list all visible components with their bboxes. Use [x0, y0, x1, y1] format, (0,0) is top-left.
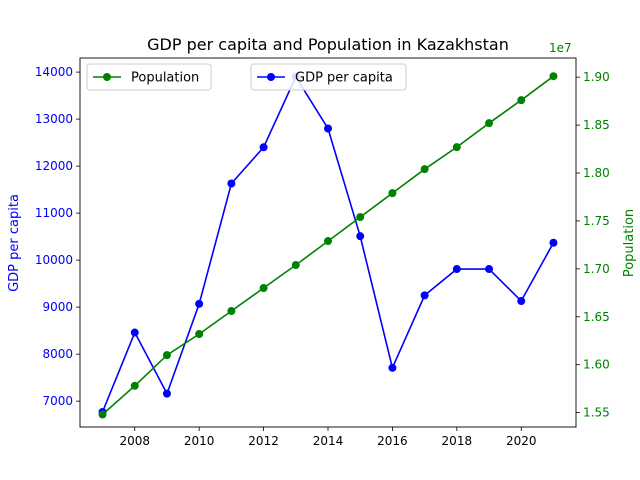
- legend-label-population: Population: [131, 71, 199, 86]
- gdp-per-capita-point: [195, 299, 204, 308]
- chart-title: GDP per capita and Population in Kazakhs…: [147, 35, 509, 54]
- left-tick-label: 14000: [35, 65, 73, 79]
- x-tick-label: 2016: [377, 434, 408, 448]
- population-point: [195, 330, 204, 339]
- gdp-per-capita-point: [517, 297, 526, 306]
- gdp-per-capita-point: [162, 389, 171, 398]
- gdp-per-capita-point: [452, 265, 461, 274]
- left-tick-label: 13000: [35, 112, 73, 126]
- legend-marker-gdp-per-capita: [267, 73, 275, 81]
- right-tick-label: 1.65: [583, 310, 610, 324]
- gdp-per-capita-point: [388, 363, 397, 372]
- legend-box-gdp-per-capita: [250, 63, 407, 91]
- right-tick-label: 1.75: [583, 214, 610, 228]
- population-point: [324, 237, 332, 246]
- population-point: [420, 165, 429, 174]
- population-point: [452, 143, 461, 152]
- legend-marker-population: [103, 73, 111, 81]
- left-axis-label: GDP per capita: [7, 194, 22, 292]
- right-tick-label: 1.70: [583, 262, 610, 276]
- population-point: [259, 284, 268, 293]
- population-point: [162, 351, 171, 360]
- legend-box-population: [86, 63, 212, 91]
- x-tick-label: 2012: [248, 434, 279, 448]
- x-tick-label: 2018: [442, 434, 473, 448]
- right-tick-label: 1.60: [583, 358, 610, 372]
- population-point: [485, 119, 494, 128]
- gdp-per-capita-point: [420, 291, 429, 300]
- gdp-per-capita-point: [324, 124, 332, 133]
- left-tick-label: 11000: [35, 206, 73, 220]
- population-point: [517, 96, 526, 105]
- right-tick-label: 1.55: [583, 406, 610, 420]
- x-tick-label: 2010: [184, 434, 215, 448]
- x-tick-label: 2020: [506, 434, 537, 448]
- left-tick-label: 10000: [35, 253, 73, 267]
- legends: Population GDP per capita: [86, 63, 407, 91]
- population-point: [130, 381, 139, 390]
- gdp-per-capita-point: [227, 179, 236, 188]
- gdp-per-capita-point: [130, 328, 139, 337]
- right-tick-label: 1.90: [583, 70, 610, 84]
- right-tick-label: 1.85: [583, 118, 610, 132]
- left-tick-label: 9000: [42, 300, 73, 314]
- population-point: [388, 189, 397, 198]
- x-tick-label: 2014: [313, 434, 344, 448]
- x-tick-label: 2008: [119, 434, 150, 448]
- right-tick-label: 1.80: [583, 166, 610, 180]
- right-axis-label: Population: [622, 209, 637, 277]
- population-point: [98, 410, 107, 419]
- population-point: [227, 307, 236, 316]
- left-tick-label: 8000: [42, 347, 73, 361]
- gdp-per-capita-point: [485, 265, 494, 274]
- gdp-per-capita-point: [356, 232, 365, 241]
- left-tick-label: 7000: [42, 394, 73, 408]
- population-point: [356, 213, 365, 222]
- plot-area: 2008 2010 2012 2014 2016 2018 2020 7000 8000 9000…: [35, 57, 610, 448]
- population-point: [291, 261, 300, 270]
- gdp-per-capita-point: [259, 143, 268, 152]
- left-tick-label: 12000: [35, 159, 73, 173]
- gdp-per-capita-point: [549, 238, 558, 247]
- population-point: [549, 72, 558, 81]
- legend-label-gdp-per-capita: GDP per capita: [295, 71, 393, 86]
- right-axis-offset-text: 1e7: [549, 41, 572, 55]
